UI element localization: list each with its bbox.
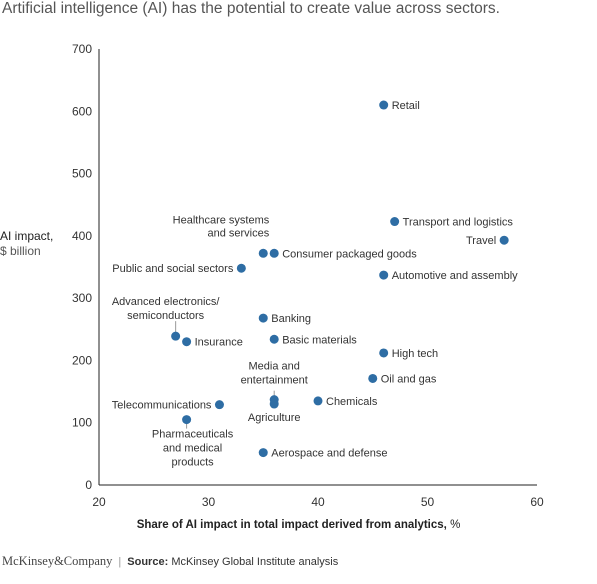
label-high-tech: High tech <box>392 348 438 360</box>
label-telecommunications: Telecommunications <box>112 400 212 412</box>
axes <box>98 49 537 486</box>
label-oil-and-gas: Oil and gas <box>381 373 437 385</box>
y-tick-label: 400 <box>72 229 92 243</box>
label-advanced-electronics-semiconductors: Advanced electronics/semiconductors <box>112 296 221 322</box>
label-basic-materials: Basic materials <box>282 334 357 346</box>
tick-labels: 0 100 200 300 400 500 600 700 20 30 40 50 60 <box>72 42 544 509</box>
y-tick-label: 300 <box>72 291 92 305</box>
label-travel: Travel <box>466 235 496 247</box>
label-transport-and-logistics: Transport and logistics <box>403 217 514 229</box>
point-basic-materials <box>269 334 279 344</box>
x-tick-label: 20 <box>92 495 106 509</box>
point-labels: Retail Transport and logistics Travel Healt… <box>112 100 518 469</box>
y-tick-label: 600 <box>72 104 92 118</box>
point-public-and-social-sectors <box>236 263 246 273</box>
label-media-and-entertainment: Media and entertainment <box>241 361 308 387</box>
x-tick-label: 60 <box>530 495 544 509</box>
label-insurance: Insurance <box>195 337 243 349</box>
brand-logo: McKinsey&Company <box>2 554 113 568</box>
point-insurance <box>182 337 192 347</box>
y-axis-title: AI impact, <box>0 229 54 243</box>
x-axis-unit: % <box>450 519 461 531</box>
source-label: Source: <box>127 556 169 568</box>
label-aerospace-and-defense: Aerospace and defense <box>271 448 387 460</box>
label-banking: Banking <box>271 313 311 325</box>
label-chemicals: Chemicals <box>326 396 378 408</box>
point-high-tech <box>379 348 389 358</box>
chart-title: Artificial intelligence (AI) has the pot… <box>2 0 500 17</box>
point-oil-and-gas <box>368 373 378 383</box>
y-tick-label: 0 <box>85 478 92 492</box>
y-tick-label: 700 <box>72 42 92 56</box>
x-axis-title: Share of AI impact in total impact deriv… <box>136 519 447 531</box>
label-retail: Retail <box>392 100 420 112</box>
label-public-and-social-sectors: Public and social sectors <box>112 263 234 275</box>
y-tick-label: 100 <box>72 416 92 430</box>
footer: McKinsey&Company | Source: McKinsey Global… <box>2 554 338 569</box>
point-telecommunications <box>214 400 224 410</box>
label-pharmaceuticals-and-medical-products: Pharmaceuticals and medical products <box>152 429 234 469</box>
footer-separator: | <box>118 556 122 568</box>
y-tick-label: 200 <box>72 353 92 367</box>
x-tick-label: 30 <box>202 495 216 509</box>
x-axis-label: Share of AI impact in total impact deriv… <box>0 519 597 531</box>
point-automotive-and-assembly <box>379 270 389 280</box>
point-advanced-electronics-semiconductors <box>171 331 181 341</box>
x-tick-label: 40 <box>311 495 325 509</box>
source-text: McKinsey Global Institute analysis <box>171 556 339 568</box>
point-agriculture <box>269 399 279 409</box>
point-chemicals <box>313 396 323 406</box>
x-tick-label: 50 <box>421 495 435 509</box>
point-retail <box>379 100 389 110</box>
label-automotive-and-assembly: Automotive and assembly <box>392 270 518 282</box>
point-aerospace-and-defense <box>258 448 268 458</box>
point-consumer-packaged-goods <box>269 248 279 258</box>
label-consumer-packaged-goods: Consumer packaged goods <box>282 248 417 260</box>
point-transport-and-logistics <box>390 217 400 227</box>
label-healthcare-systems-and-services: Healthcare systems and services <box>173 214 270 239</box>
point-pharmaceuticals-and-medical-products <box>182 415 192 425</box>
label-agriculture: Agriculture <box>248 412 301 424</box>
point-banking <box>258 313 268 323</box>
data-points <box>171 100 509 458</box>
y-tick-label: 500 <box>72 167 92 181</box>
point-travel <box>499 235 509 245</box>
point-healthcare-systems-and-services <box>258 248 268 258</box>
y-axis-label: AI impact, $ billion <box>0 229 53 259</box>
y-axis-unit: $ billion <box>0 244 41 258</box>
